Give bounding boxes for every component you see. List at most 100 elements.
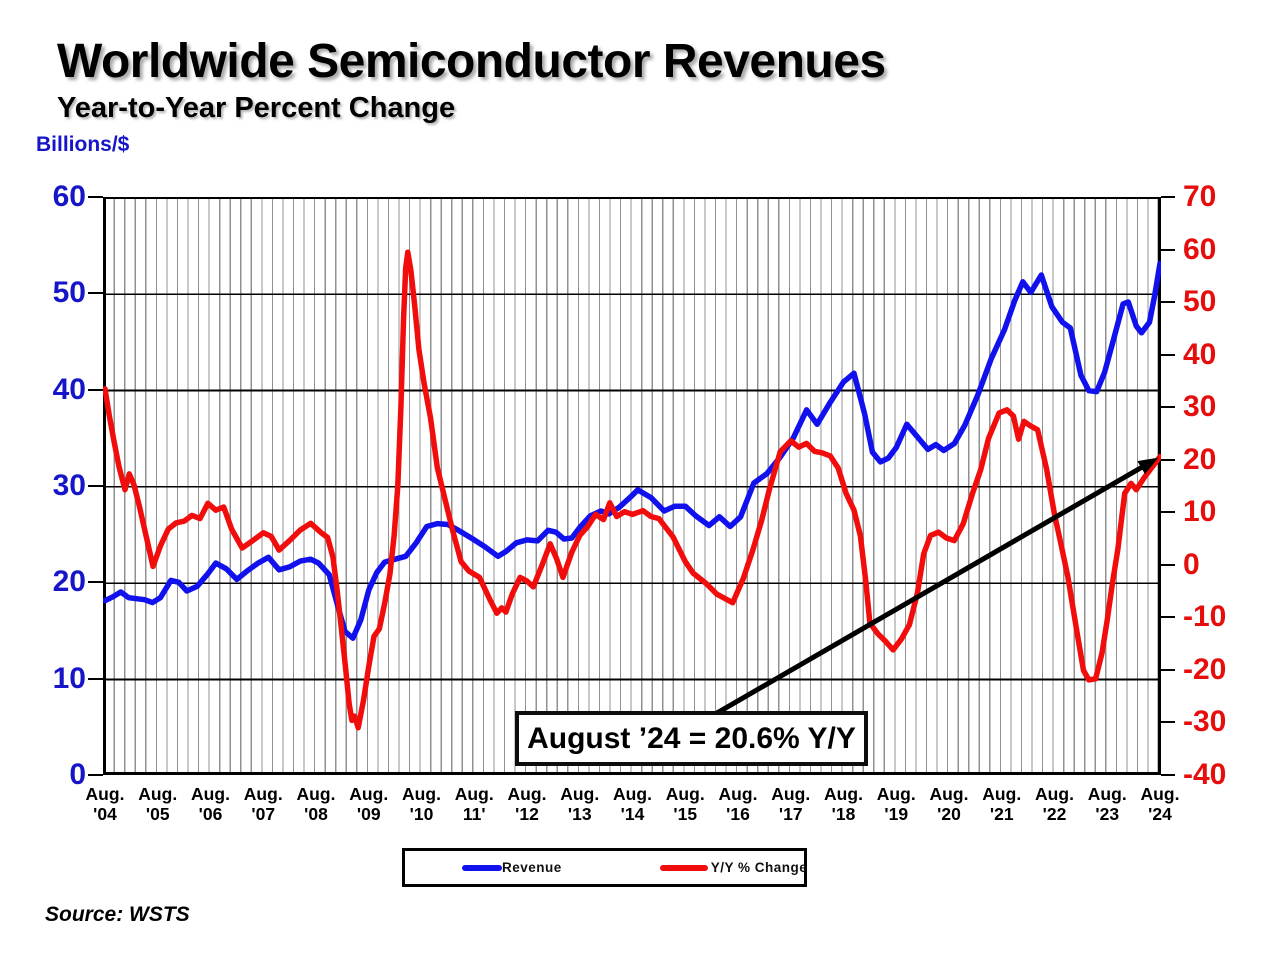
y-axis-tick-left	[88, 292, 103, 295]
x-axis-label-year: '23	[1095, 804, 1120, 824]
y-axis-label-right: 50	[1183, 285, 1217, 319]
x-axis-label: Aug. '07	[231, 784, 295, 824]
x-axis-label: Aug. '08	[284, 784, 348, 824]
x-axis-label: Aug. '15	[653, 784, 717, 824]
annotation-callout: August ’24 = 20.6% Y/Y	[515, 711, 868, 766]
x-axis-label-year: '05	[145, 804, 170, 824]
x-axis-label-year: '22	[1042, 804, 1067, 824]
y-axis-tick-left	[88, 581, 103, 584]
plot-area	[103, 197, 1161, 775]
y-axis-label-left: 10	[52, 661, 86, 695]
y-axis-tick-right	[1161, 511, 1175, 514]
y-axis-label-right: 20	[1183, 442, 1217, 476]
y-axis-tick-right	[1161, 563, 1175, 566]
x-axis-label-month: Aug.	[718, 784, 758, 804]
y-axis-label-left: 20	[52, 565, 86, 599]
x-axis-label: Aug. '23	[1075, 784, 1139, 824]
y-axis-tick-right	[1161, 248, 1175, 251]
y-axis-label-left: 30	[52, 469, 86, 502]
x-axis-label-month: Aug.	[1087, 784, 1127, 804]
y-axis-label-right: -10	[1183, 600, 1227, 634]
x-axis-label-year: '20	[937, 804, 961, 824]
x-axis-label: Aug. '12	[495, 784, 559, 824]
y-axis-label-right: 0	[1183, 547, 1200, 581]
x-axis-label: Aug. '21	[970, 784, 1034, 824]
y-axis-tick-right	[1161, 668, 1175, 671]
y-axis-label-right: 30	[1183, 390, 1217, 424]
y-axis-tick-right	[1161, 774, 1175, 776]
x-axis-label-year: '04	[93, 804, 117, 824]
x-axis-label: Aug. '06	[179, 784, 243, 824]
x-axis-label-year: '21	[989, 804, 1014, 824]
x-axis-label-year: '12	[515, 804, 539, 824]
y-axis-label-right: 60	[1183, 232, 1217, 266]
annotation-arrow-head	[1137, 457, 1159, 475]
x-axis-label-month: Aug.	[1035, 784, 1074, 804]
page-subtitle: Year-to-Year Percent Change	[57, 92, 456, 124]
x-axis-label-month: Aug.	[929, 784, 969, 804]
x-axis-label-year: '15	[673, 804, 698, 824]
legend-swatch-yoy	[659, 864, 708, 871]
y-axis-tick-left	[88, 677, 103, 680]
x-axis-label: Aug. '20	[917, 784, 981, 824]
y-axis-label-left: 40	[52, 372, 86, 406]
y-axis-tick-right	[1161, 458, 1175, 461]
revenue-line	[103, 260, 1161, 641]
x-axis-label-year: '19	[884, 804, 909, 824]
legend-label-revenue: Revenue	[502, 860, 562, 875]
x-axis-label: Aug. '14	[601, 784, 665, 824]
y-axis-tick-left	[88, 388, 103, 391]
x-axis-label-month: Aug.	[243, 784, 283, 804]
y-axis-tick-left	[88, 485, 103, 487]
y-axis-label-right: -20	[1183, 652, 1227, 686]
y-axis-tick-right	[1161, 406, 1175, 409]
x-axis-label: Aug. '19	[864, 784, 928, 824]
x-axis-label-year: '08	[304, 804, 328, 824]
y-axis-label-right: -40	[1183, 758, 1227, 791]
x-axis-label-year: '14	[620, 804, 645, 824]
x-axis-label-year: '06	[198, 804, 223, 824]
y-axis-label-left: 0	[69, 758, 86, 791]
x-axis-label: Aug. '04	[73, 784, 137, 824]
y-axis-tick-right	[1161, 196, 1175, 198]
y-axis-tick-right	[1161, 353, 1175, 356]
x-axis-label-month: Aug.	[191, 784, 230, 804]
x-axis-label-year: '13	[567, 804, 592, 824]
y-axis-label-left: 60	[52, 180, 86, 213]
x-axis-label: Aug. '16	[706, 784, 770, 824]
y-axis-tick-right	[1161, 616, 1175, 619]
x-axis-label-month: Aug.	[982, 784, 1022, 804]
y-axis-label-right: 70	[1183, 180, 1217, 213]
y-axis-tick-left	[88, 196, 103, 198]
x-axis-label: Aug. '09	[337, 784, 401, 824]
x-axis-label: Aug. '13	[548, 784, 612, 824]
y-axis-tick-right	[1161, 301, 1175, 304]
y-axis-tick-right	[1161, 721, 1175, 724]
x-axis-label-month: Aug.	[824, 784, 863, 804]
x-axis-label-month: Aug.	[402, 784, 441, 804]
x-axis-label-year: '09	[356, 804, 381, 824]
x-axis-label-month: Aug.	[771, 784, 811, 804]
y-axis-label-right: 10	[1183, 495, 1217, 529]
x-axis-label: Aug. '05	[126, 784, 190, 824]
x-axis-label: Aug. '24	[1128, 784, 1192, 824]
legend-box: Revenue Y/Y % Change	[402, 848, 807, 887]
x-axis-label-month: Aug.	[454, 784, 494, 804]
legend-label-yoy: Y/Y % Change	[710, 860, 808, 875]
x-axis-label-year: 11'	[462, 804, 486, 824]
x-axis-label-month: Aug.	[876, 784, 916, 804]
x-axis-label-month: Aug.	[1140, 784, 1180, 804]
x-axis-label: Aug. '22	[1023, 784, 1087, 824]
x-axis-label-month: Aug.	[560, 784, 600, 804]
x-axis-label-month: Aug.	[349, 784, 389, 804]
x-axis-label-year: '18	[831, 804, 856, 824]
x-axis-label-month: Aug.	[85, 784, 125, 804]
x-axis-label-month: Aug.	[507, 784, 547, 804]
y-axis-label-left: 50	[52, 276, 86, 310]
chart-canvas	[103, 197, 1161, 775]
x-axis-label-year: '17	[778, 804, 803, 824]
page-title: Worldwide Semiconductor Revenues	[57, 35, 886, 88]
y-axis-label-right: 40	[1183, 337, 1217, 371]
y-axis-tick-left	[88, 774, 103, 776]
